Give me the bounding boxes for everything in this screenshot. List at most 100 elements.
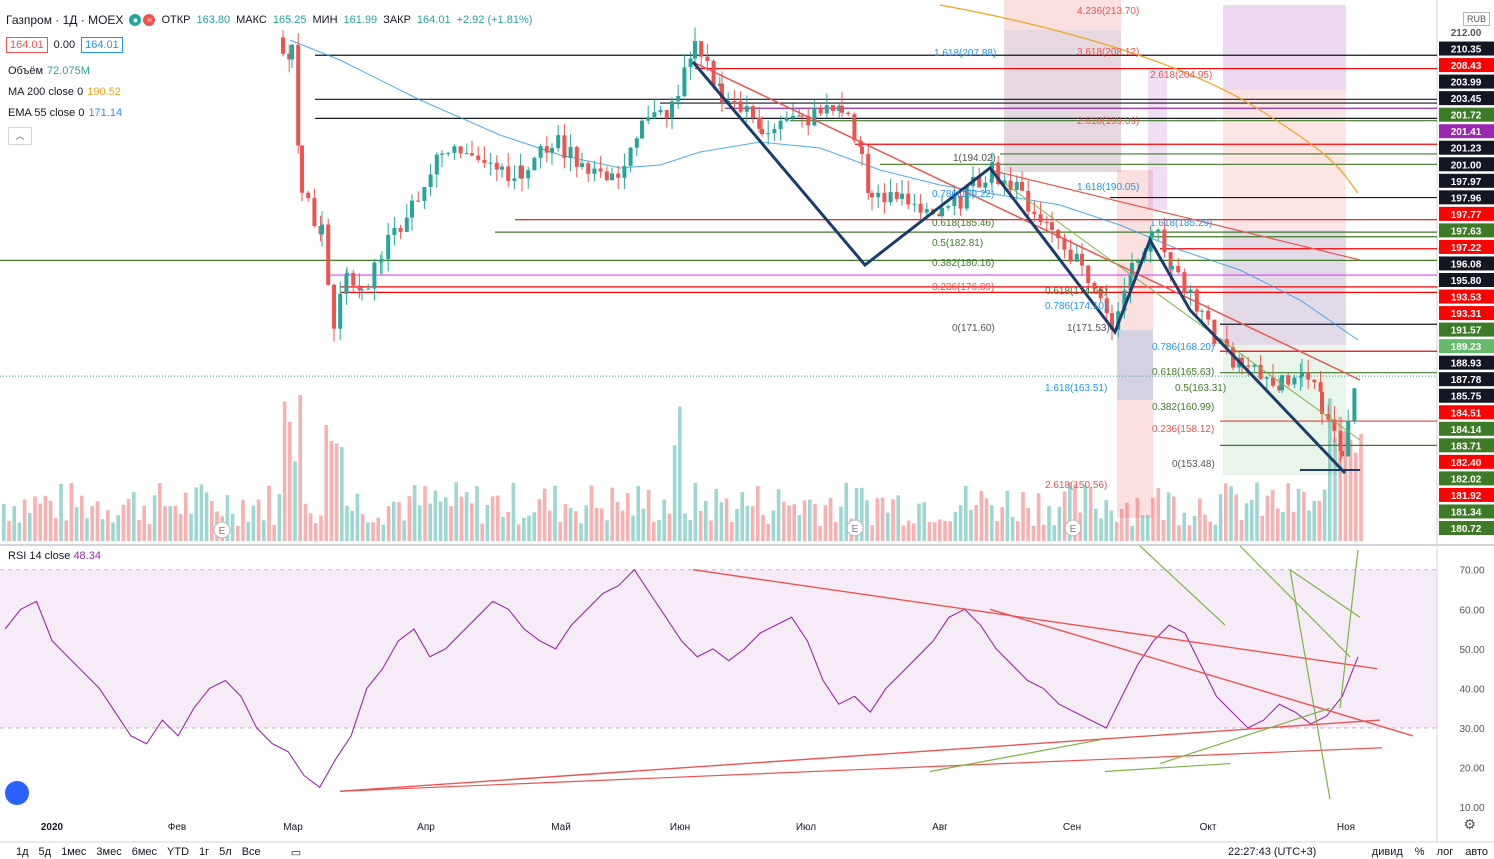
candle-body <box>1320 391 1324 415</box>
rsi-legend[interactable]: RSI 14 close 48.34 <box>8 550 101 562</box>
tf-3m[interactable]: 3мес <box>96 845 122 858</box>
candle-body <box>866 153 871 193</box>
volume-bar <box>1265 495 1270 541</box>
candle-body <box>488 162 493 164</box>
candle-body <box>604 171 609 181</box>
candle-body <box>772 128 777 134</box>
candle-body <box>574 146 579 167</box>
volume-bar <box>116 515 120 541</box>
candle-body <box>1212 319 1217 344</box>
dividends-button[interactable]: дивид <box>1371 846 1403 858</box>
candle-body <box>699 41 704 57</box>
candle-body <box>526 170 531 179</box>
bottom-toolbar: 1д 5д 1мес 3мес 6мес YTD 1г 5л Все ▭ 22:… <box>0 845 1494 859</box>
tf-1d[interactable]: 1д <box>16 845 29 858</box>
volume-bar <box>1140 515 1145 541</box>
candle-body <box>744 106 749 112</box>
volume-bar <box>1083 485 1088 541</box>
candle-body <box>670 101 674 119</box>
settings-gear-icon[interactable]: ⚙ <box>1463 816 1476 832</box>
candle-body <box>705 56 710 61</box>
candle-body <box>876 192 881 198</box>
candle-body <box>894 192 899 199</box>
tf-6m[interactable]: 6мес <box>131 845 158 858</box>
volume-bar <box>1016 521 1020 541</box>
volume-bar <box>652 522 656 541</box>
fib-label: 1(194.02) <box>953 153 996 164</box>
open-value: 163.80 <box>196 14 231 26</box>
volume-legend[interactable]: Объём 72.075M <box>8 65 90 77</box>
candle-body <box>1136 261 1141 263</box>
volume-bar <box>698 510 703 541</box>
candle-body <box>628 147 633 166</box>
tf-1y[interactable]: 1г <box>199 845 210 858</box>
collapse-legend-button[interactable]: ︿ <box>8 127 32 145</box>
volume-bar <box>1026 508 1030 541</box>
price-tag-bg <box>1439 372 1494 387</box>
tf-5y[interactable]: 5л <box>219 845 232 858</box>
price-tag: 203.99 <box>1451 78 1482 89</box>
auto-button[interactable]: авто <box>1465 846 1488 858</box>
volume-bar <box>620 510 625 541</box>
tf-ytd[interactable]: YTD <box>167 845 190 858</box>
volume-value: 72.075M <box>47 65 90 77</box>
fib-label: 4.236(213.70) <box>1077 6 1139 17</box>
candle-body <box>924 209 929 213</box>
price-tag: 193.53 <box>1451 293 1482 304</box>
candle-body <box>410 200 414 218</box>
fib-zone-6 <box>1223 90 1346 345</box>
tf-all[interactable]: Все <box>241 845 261 858</box>
candle-body <box>1182 272 1187 293</box>
candle-body <box>824 105 829 114</box>
candle-body <box>738 101 743 112</box>
clock[interactable]: 22:27:43 (UTC+3) <box>1228 846 1317 858</box>
volume-bar <box>558 522 562 541</box>
candle-body <box>1340 450 1344 457</box>
volume-bar <box>1276 508 1280 541</box>
volume-bar <box>672 445 677 541</box>
volume-bar <box>834 522 838 541</box>
candle-body <box>1280 375 1284 391</box>
fib-zone-2 <box>1117 170 1153 518</box>
fib-label: 1.618(207.88) <box>934 48 996 59</box>
ema55-legend[interactable]: EMA 55 close 0 171.14 <box>8 107 122 119</box>
candle-body <box>1338 430 1343 451</box>
candle-body <box>1068 249 1073 262</box>
currency-badge[interactable]: RUB <box>1462 12 1490 26</box>
price-tag: 184.51 <box>1451 408 1482 419</box>
candle-body <box>1188 289 1193 293</box>
candle-body <box>538 146 543 158</box>
volume-bar <box>865 500 869 541</box>
candle-body <box>1128 274 1133 291</box>
rsi-fan-line-2 <box>1339 549 1359 709</box>
ask-box[interactable]: 164.01 <box>81 37 123 53</box>
volume-bar <box>277 494 282 541</box>
date-range-icon[interactable]: ▭ <box>290 846 302 859</box>
volume-bar <box>1104 500 1108 541</box>
fib-label: 0.618(174.66) <box>1045 286 1107 297</box>
log-button[interactable]: лог <box>1436 846 1454 858</box>
percent-button[interactable]: % <box>1414 846 1425 858</box>
volume-bar <box>199 484 204 541</box>
candle-body <box>357 285 362 290</box>
ma200-legend[interactable]: MA 200 close 0 190.52 <box>8 86 121 98</box>
volume-bar <box>48 500 53 541</box>
candle-body <box>778 120 783 129</box>
volume-bar <box>1062 491 1067 541</box>
price-tag-bg <box>1439 41 1494 56</box>
fib-label: 0.382(180.16) <box>932 258 994 269</box>
candle-body <box>1200 310 1204 312</box>
volume-bar <box>787 505 791 541</box>
volume-bar <box>636 486 640 541</box>
symbol-title[interactable]: Газпром · 1Д · MOEX <box>6 13 124 27</box>
volume-bar <box>1109 510 1114 541</box>
tf-5d[interactable]: 5д <box>38 845 52 858</box>
volume-bar <box>407 496 412 541</box>
bid-box[interactable]: 164.01 <box>6 37 48 53</box>
volume-bar <box>880 497 885 541</box>
fib-label: 0.5(163.31) <box>1175 383 1226 394</box>
visibility-icon[interactable]: ● ≈ <box>129 14 156 26</box>
tf-1m[interactable]: 1мес <box>61 845 87 858</box>
candle-body <box>1168 252 1173 270</box>
